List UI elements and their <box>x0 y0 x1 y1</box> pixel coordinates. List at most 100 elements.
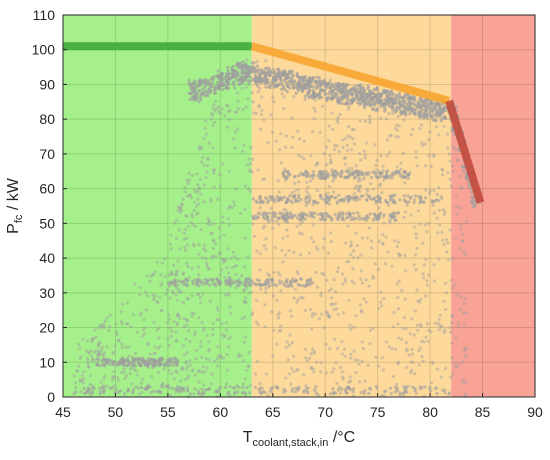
data-point <box>333 302 338 306</box>
data-point <box>352 249 356 253</box>
data-point <box>291 135 295 139</box>
data-point <box>364 300 368 304</box>
data-point <box>183 186 187 190</box>
data-point <box>198 187 202 191</box>
data-point <box>434 199 438 203</box>
data-point <box>191 223 195 227</box>
data-point <box>216 80 220 84</box>
data-point <box>295 300 299 304</box>
data-point <box>81 337 85 341</box>
data-point <box>296 174 301 178</box>
data-point <box>334 391 338 395</box>
data-point <box>402 316 406 320</box>
data-point <box>286 73 290 77</box>
data-point <box>344 212 348 216</box>
data-point <box>388 105 392 109</box>
data-point <box>429 164 433 168</box>
data-point <box>202 383 206 387</box>
data-point <box>274 75 279 80</box>
data-point <box>168 357 172 361</box>
data-point <box>135 330 139 334</box>
data-point <box>188 193 192 198</box>
data-point <box>309 280 313 284</box>
data-point <box>353 186 357 190</box>
data-point <box>205 366 209 370</box>
data-point <box>270 310 274 314</box>
data-point <box>163 257 167 261</box>
data-point <box>77 342 81 346</box>
data-point <box>337 82 341 86</box>
data-point <box>214 99 218 103</box>
data-point <box>237 83 241 87</box>
data-point <box>363 389 367 393</box>
data-point <box>293 287 297 291</box>
data-point <box>185 385 190 389</box>
data-point <box>425 230 429 234</box>
data-point <box>175 362 179 366</box>
data-point <box>251 64 255 68</box>
data-point <box>413 194 418 198</box>
data-point <box>249 279 253 283</box>
data-point <box>280 248 284 252</box>
data-point <box>256 90 260 94</box>
data-point <box>358 380 362 384</box>
data-point <box>300 88 304 92</box>
data-point <box>239 75 243 79</box>
data-point <box>255 84 259 88</box>
data-point <box>296 283 300 287</box>
data-point <box>153 345 157 349</box>
data-point <box>335 216 339 220</box>
data-point <box>101 326 105 330</box>
data-point <box>319 95 324 99</box>
data-point <box>245 58 249 62</box>
data-point <box>440 230 444 235</box>
data-point <box>229 335 233 339</box>
data-point <box>319 294 323 298</box>
data-point <box>388 175 392 179</box>
data-point <box>233 390 237 394</box>
data-point <box>125 364 129 368</box>
data-point <box>190 212 194 217</box>
data-point <box>278 148 282 152</box>
data-point <box>336 266 341 270</box>
data-point <box>100 348 104 352</box>
data-point <box>198 147 202 151</box>
data-point <box>351 267 355 271</box>
data-point <box>233 203 237 207</box>
data-point <box>422 200 426 205</box>
data-point <box>359 277 363 281</box>
data-point <box>395 244 399 249</box>
data-point <box>432 188 436 192</box>
data-point <box>443 210 447 214</box>
data-point <box>416 323 420 327</box>
data-point <box>344 241 348 245</box>
data-point <box>307 81 311 86</box>
data-point <box>198 177 202 182</box>
data-point <box>349 243 353 247</box>
data-point <box>289 309 293 313</box>
data-point <box>252 281 256 285</box>
data-point <box>405 347 409 351</box>
data-point <box>455 365 459 369</box>
data-point <box>235 110 239 114</box>
data-point <box>264 59 268 63</box>
data-point <box>248 189 252 193</box>
data-point <box>376 364 381 368</box>
data-point <box>284 218 288 222</box>
data-point <box>332 190 336 194</box>
data-point <box>186 181 190 186</box>
data-point <box>240 391 244 395</box>
data-point <box>181 197 185 201</box>
data-point <box>454 204 458 209</box>
data-point <box>148 279 152 283</box>
data-point <box>454 193 458 197</box>
data-point <box>338 112 342 117</box>
data-point <box>361 90 365 95</box>
data-point <box>231 250 236 255</box>
data-point <box>249 162 253 166</box>
data-point <box>432 263 436 267</box>
data-point <box>393 212 397 216</box>
data-point <box>243 236 247 240</box>
data-point <box>243 315 247 319</box>
data-point <box>446 241 450 245</box>
